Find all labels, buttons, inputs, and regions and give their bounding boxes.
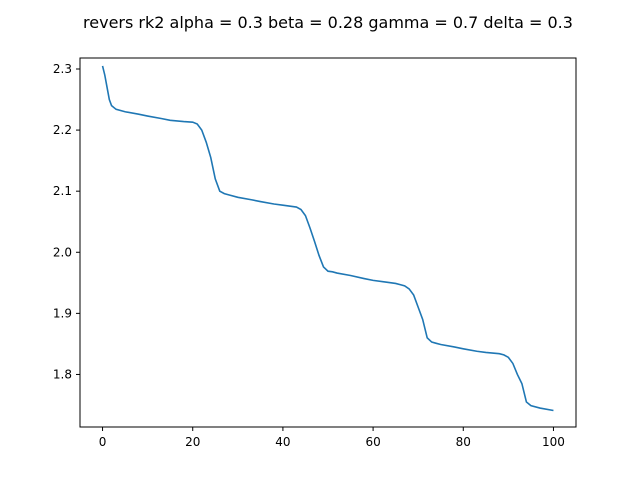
series-line — [101, 65, 554, 412]
y-tick-label: 2.3 — [53, 62, 72, 76]
y-axis-ticks: 1.8 1.9 2.0 2.1 2.2 2.3 — [53, 62, 80, 381]
x-tick-label: 20 — [185, 435, 200, 449]
y-tick-label: 1.9 — [53, 306, 72, 320]
chart-title: revers rk2 alpha = 0.3 beta = 0.28 gamma… — [83, 13, 573, 32]
x-tick-label: 100 — [542, 435, 565, 449]
y-tick-label: 1.8 — [53, 367, 72, 381]
x-tick-label: 80 — [456, 435, 471, 449]
y-tick-label: 2.2 — [53, 123, 72, 137]
plot-frame — [79, 57, 577, 428]
x-tick-label: 0 — [99, 435, 107, 449]
y-tick-label: 2.0 — [53, 245, 72, 259]
x-tick-label: 60 — [365, 435, 380, 449]
x-tick-label: 40 — [275, 435, 290, 449]
x-axis-ticks: 0 20 40 60 80 100 — [99, 427, 565, 449]
y-tick-label: 2.1 — [53, 184, 72, 198]
